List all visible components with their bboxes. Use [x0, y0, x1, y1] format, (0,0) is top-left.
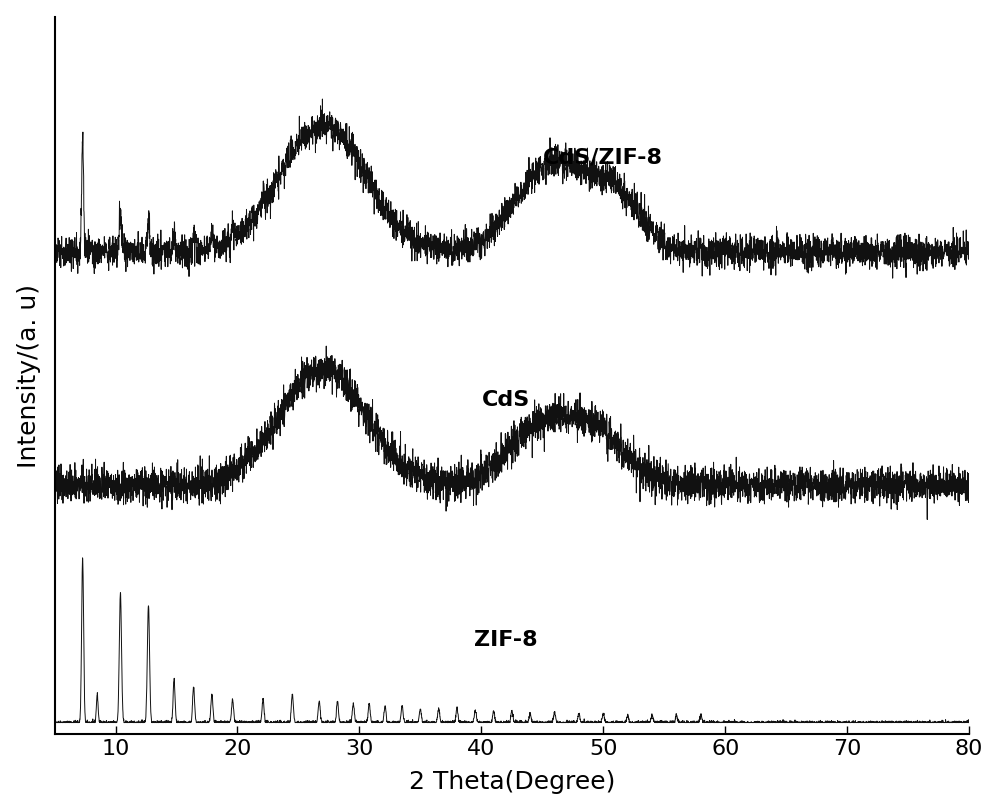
Text: CdS: CdS: [482, 390, 530, 410]
Y-axis label: Intensity/(a. u): Intensity/(a. u): [17, 284, 41, 467]
Text: ZIF-8: ZIF-8: [474, 630, 538, 650]
X-axis label: 2 Theta(Degree): 2 Theta(Degree): [409, 770, 615, 794]
Text: CdS/ZIF-8: CdS/ZIF-8: [543, 148, 663, 168]
